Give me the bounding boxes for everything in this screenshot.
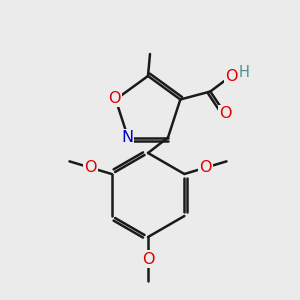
Text: O: O <box>225 69 238 84</box>
Text: O: O <box>84 160 97 175</box>
Text: O: O <box>219 106 232 121</box>
Text: O: O <box>199 160 212 175</box>
Text: O: O <box>142 251 154 266</box>
Text: H: H <box>239 65 250 80</box>
Text: N: N <box>121 130 133 145</box>
Text: O: O <box>108 91 121 106</box>
